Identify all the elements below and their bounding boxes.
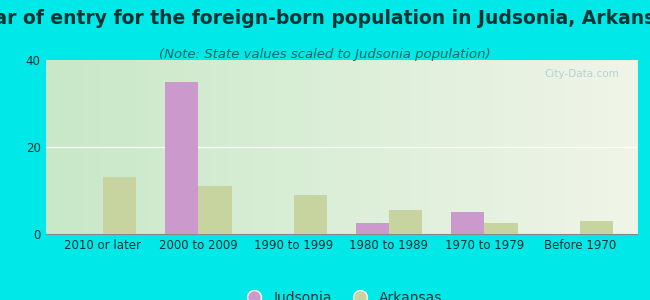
Legend: Judsonia, Arkansas: Judsonia, Arkansas xyxy=(235,286,448,300)
Text: (Note: State values scaled to Judsonia population): (Note: State values scaled to Judsonia p… xyxy=(159,48,491,61)
Text: City-Data.com: City-Data.com xyxy=(545,69,619,79)
Bar xyxy=(198,186,231,234)
Bar xyxy=(356,223,389,234)
Bar xyxy=(389,210,422,234)
Bar xyxy=(103,177,136,234)
Bar xyxy=(164,82,198,234)
Bar xyxy=(451,212,484,234)
Bar xyxy=(484,223,518,234)
Bar xyxy=(580,221,613,234)
Text: Year of entry for the foreign-born population in Judsonia, Arkansas: Year of entry for the foreign-born popul… xyxy=(0,9,650,28)
Bar xyxy=(294,195,327,234)
